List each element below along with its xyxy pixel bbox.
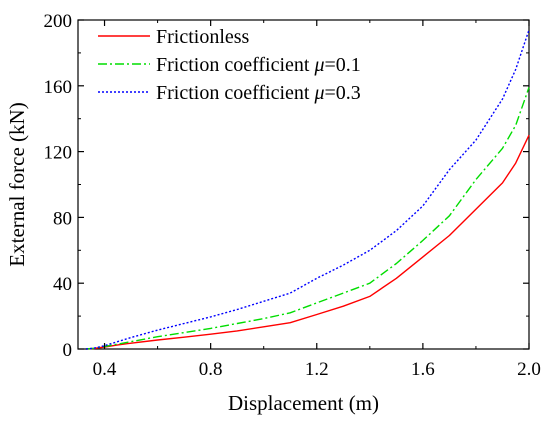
series-line-1 bbox=[85, 134, 530, 350]
y-tick-label: 120 bbox=[44, 143, 73, 164]
series-line-2 bbox=[85, 87, 530, 350]
x-tick-label: 0.8 bbox=[199, 359, 223, 380]
y-tick-label: 0 bbox=[63, 340, 73, 361]
axes-layer: 0.4 0.8 1.2 1.6 2.0 0 40 80 120 160 200 bbox=[44, 11, 541, 380]
y-tick-label: 40 bbox=[53, 274, 72, 295]
x-tick-label: 2.0 bbox=[517, 359, 541, 380]
x-tick-label: 1.2 bbox=[305, 359, 329, 380]
legend-label-2: Friction coefficient μ=0.1 bbox=[156, 54, 361, 76]
legend-label-1: Frictionless bbox=[156, 26, 250, 48]
legend-label-3: Friction coefficient μ=0.3 bbox=[156, 82, 361, 104]
y-tick-label: 160 bbox=[44, 77, 73, 98]
series-layer bbox=[85, 29, 530, 350]
series-line-3 bbox=[85, 29, 530, 350]
x-tick-label: 1.6 bbox=[411, 359, 435, 380]
x-tick-label: 0.4 bbox=[93, 359, 117, 380]
x-axis-title: Displacement (m) bbox=[228, 391, 379, 415]
legend: Frictionless Friction coefficient μ=0.1 Fr… bbox=[98, 26, 361, 104]
y-tick-label: 200 bbox=[44, 11, 73, 32]
y-tick-label: 80 bbox=[53, 208, 72, 229]
y-axis-title: External force (kN) bbox=[5, 102, 29, 266]
